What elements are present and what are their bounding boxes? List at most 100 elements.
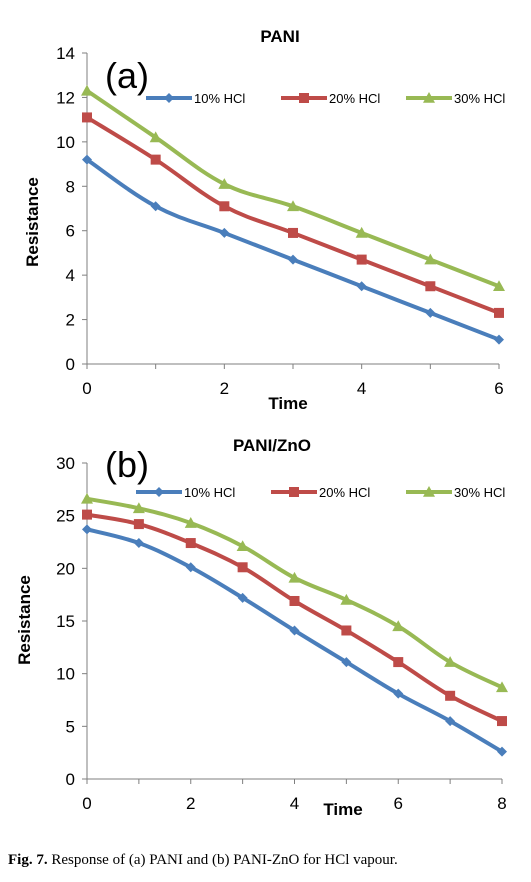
data-point [444, 656, 457, 667]
data-point [341, 625, 352, 636]
data-point [424, 253, 437, 265]
data-point [288, 227, 298, 238]
y-tick-label: 6 [66, 222, 75, 241]
caption-text: Response of (a) PANI and (b) PANI-ZnO fo… [47, 852, 398, 868]
y-tick-label: 4 [66, 266, 75, 285]
series-2 [82, 112, 504, 318]
series-3 [81, 492, 508, 693]
data-point [219, 227, 230, 238]
data-point [288, 254, 298, 265]
legend-entry: 20% HCl [281, 91, 380, 106]
chart-pani-zno: 0 5 10 15 20 25 30 0 2 4 6 8 PANI/ZnO Time Resistance (… [15, 436, 508, 819]
y-axis-label: Resistance [15, 575, 34, 665]
data-point [445, 690, 456, 701]
legend-entry: 30% HCl [406, 485, 505, 500]
data-point [82, 524, 92, 535]
legend-label: 30% HCl [454, 91, 505, 106]
series-line [86, 527, 504, 754]
y-tick-label: 25 [56, 507, 75, 526]
series-2 [82, 509, 507, 727]
legend-entry: 30% HCl [406, 91, 505, 106]
panel-label: (a) [105, 55, 149, 96]
data-point [81, 492, 93, 504]
data-point [445, 716, 456, 727]
data-point [341, 657, 352, 668]
y-tick-label: 5 [66, 717, 75, 736]
series-1 [82, 154, 504, 345]
y-tick-label: 2 [66, 311, 75, 330]
data-point [82, 509, 92, 520]
data-point [236, 540, 249, 552]
legend-entry: 10% HCl [136, 485, 235, 500]
chart-pani: 0 2 4 6 8 10 12 14 0 2 4 6 PANI Time Resistance (a) 10% … [23, 27, 505, 413]
y-tick-label: 10 [56, 665, 75, 684]
y-tick-label: 30 [56, 454, 75, 473]
x-tick-label: 6 [394, 794, 403, 813]
data-point [82, 154, 92, 165]
y-axis-label: Resistance [23, 177, 42, 267]
caption-label: Fig. 7. [8, 852, 48, 868]
data-point [185, 538, 196, 549]
x-axis-label: Time [268, 394, 307, 413]
data-point [497, 746, 507, 757]
legend-label: 30% HCl [454, 485, 505, 500]
legend-label: 10% HCl [194, 91, 245, 106]
y-tick-label: 20 [56, 559, 75, 578]
y-tick-label: 14 [56, 44, 75, 63]
chart-title: PANI [260, 27, 299, 46]
legend-marker [289, 487, 299, 497]
data-point [132, 502, 145, 514]
legend-label: 20% HCl [329, 91, 380, 106]
y-tick-label: 0 [66, 355, 75, 374]
legend-marker [299, 93, 309, 103]
data-point [185, 562, 196, 573]
x-tick-label: 0 [82, 379, 91, 398]
data-point [81, 84, 93, 96]
legend-entry: 20% HCl [271, 485, 370, 500]
data-point [288, 571, 301, 583]
x-tick-label: 0 [82, 794, 91, 813]
legend-marker [154, 487, 164, 497]
data-point [393, 657, 404, 668]
legend-marker [423, 92, 435, 103]
data-point [150, 201, 161, 212]
x-tick-label: 6 [494, 379, 503, 398]
legend-marker [164, 93, 174, 103]
series-1 [82, 524, 507, 757]
legend-marker [423, 486, 435, 497]
chart-title: PANI/ZnO [233, 436, 311, 455]
panel-label: (b) [105, 444, 149, 485]
data-point [219, 201, 230, 212]
x-tick-label: 2 [220, 379, 229, 398]
y-tick-label: 10 [56, 133, 75, 152]
x-tick-label: 8 [497, 794, 506, 813]
data-point [149, 131, 162, 143]
y-tick-label: 12 [56, 88, 75, 107]
data-point [218, 178, 231, 189]
series-line [85, 157, 500, 342]
data-point [497, 716, 507, 727]
data-point [425, 307, 436, 318]
figure-caption: Fig. 7. Response of (a) PANI and (b) PAN… [8, 852, 398, 869]
legend-entry: 10% HCl [146, 91, 245, 106]
data-point [82, 112, 92, 123]
data-point [356, 281, 367, 292]
data-point [133, 519, 144, 530]
data-point [237, 592, 248, 603]
data-point [425, 281, 436, 292]
data-point [494, 334, 504, 345]
data-point [496, 681, 508, 693]
y-tick-label: 15 [56, 612, 75, 631]
series-line [85, 115, 500, 315]
legend-label: 10% HCl [184, 485, 235, 500]
y-tick-label: 8 [66, 177, 75, 196]
data-point [393, 688, 404, 699]
x-tick-label: 4 [357, 379, 366, 398]
data-point [150, 154, 161, 165]
data-point [133, 538, 144, 549]
data-point [287, 200, 299, 212]
data-point [340, 593, 353, 605]
data-point [356, 254, 367, 265]
data-point [289, 595, 300, 606]
data-point [289, 625, 300, 636]
